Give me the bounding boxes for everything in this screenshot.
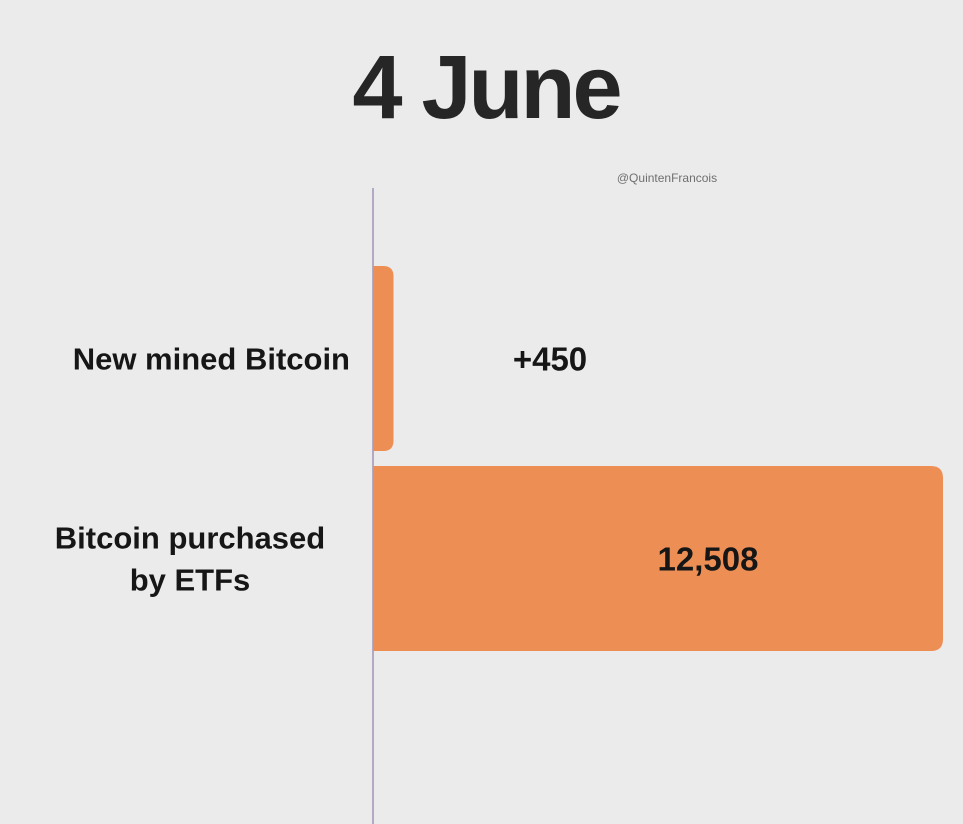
bars-layer	[373, 266, 943, 651]
value-label-1: 12,508	[658, 541, 759, 578]
category-label-line: by ETFs	[130, 563, 251, 598]
bar-1	[373, 466, 943, 651]
category-label-line: Bitcoin purchased	[55, 521, 325, 556]
bar-0	[373, 266, 394, 451]
labels-layer: New mined Bitcoin +450 Bitcoin purchased by…	[55, 341, 759, 598]
category-label-line: New mined Bitcoin	[73, 342, 350, 377]
watermark-handle: @QuintenFrancois	[617, 171, 717, 185]
category-label-1: Bitcoin purchased by ETFs	[55, 521, 325, 598]
category-label-0: New mined Bitcoin	[73, 342, 350, 377]
chart-title: 4 June	[352, 38, 619, 138]
value-label-0: +450	[513, 341, 587, 378]
